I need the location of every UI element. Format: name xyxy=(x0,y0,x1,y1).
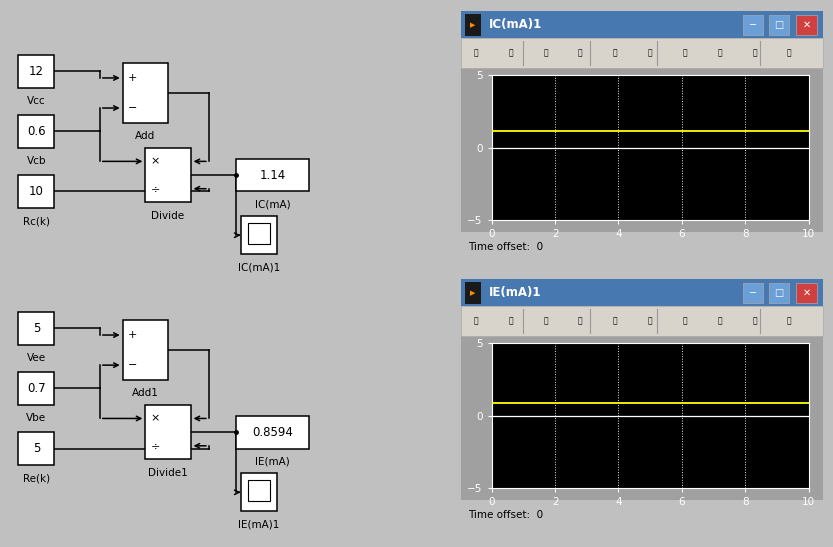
FancyBboxPatch shape xyxy=(241,473,277,511)
Text: ×: × xyxy=(151,156,160,166)
FancyBboxPatch shape xyxy=(461,336,823,500)
Text: −: − xyxy=(749,20,757,30)
Text: 📊: 📊 xyxy=(682,49,687,57)
FancyBboxPatch shape xyxy=(743,283,763,302)
FancyBboxPatch shape xyxy=(122,320,168,380)
Text: 🖥: 🖥 xyxy=(752,49,757,57)
Text: Rc(k): Rc(k) xyxy=(22,216,50,226)
Text: Add: Add xyxy=(135,131,156,141)
FancyBboxPatch shape xyxy=(461,306,823,336)
Text: ▶: ▶ xyxy=(471,22,476,28)
Text: 1.14: 1.14 xyxy=(259,168,286,182)
FancyBboxPatch shape xyxy=(743,15,763,34)
FancyBboxPatch shape xyxy=(18,372,54,405)
FancyBboxPatch shape xyxy=(236,159,309,191)
FancyBboxPatch shape xyxy=(18,432,54,465)
FancyBboxPatch shape xyxy=(796,15,817,34)
FancyBboxPatch shape xyxy=(461,280,823,530)
Text: Divide: Divide xyxy=(152,211,185,220)
FancyBboxPatch shape xyxy=(18,55,54,88)
Text: 🔍: 🔍 xyxy=(613,317,617,325)
Text: 12: 12 xyxy=(29,65,44,78)
Text: ✕: ✕ xyxy=(803,288,811,298)
FancyBboxPatch shape xyxy=(236,416,309,449)
Text: −: − xyxy=(749,288,757,298)
FancyBboxPatch shape xyxy=(241,216,277,254)
Text: 🖨: 🖨 xyxy=(473,49,478,57)
Text: ÷: ÷ xyxy=(151,184,160,194)
Text: 🔒: 🔒 xyxy=(787,49,791,57)
Text: ✕: ✕ xyxy=(803,20,811,30)
Text: □: □ xyxy=(775,20,784,30)
Text: 📋: 📋 xyxy=(508,49,513,57)
FancyBboxPatch shape xyxy=(18,312,54,345)
Text: Vbe: Vbe xyxy=(27,413,47,423)
FancyBboxPatch shape xyxy=(769,283,789,302)
Text: ▶: ▶ xyxy=(471,290,476,296)
Text: 📊: 📊 xyxy=(682,317,687,325)
Text: 🖥: 🖥 xyxy=(752,317,757,325)
Text: 🖨: 🖨 xyxy=(473,317,478,325)
Text: −: − xyxy=(128,103,137,113)
Text: Time offset:  0: Time offset: 0 xyxy=(468,242,543,252)
FancyBboxPatch shape xyxy=(145,405,191,459)
Text: IE(mA)1: IE(mA)1 xyxy=(238,520,279,529)
Text: Add1: Add1 xyxy=(132,388,159,398)
Text: Vcb: Vcb xyxy=(27,156,46,166)
Text: 0.7: 0.7 xyxy=(27,382,46,395)
FancyBboxPatch shape xyxy=(461,280,823,306)
Text: 🔍: 🔍 xyxy=(578,49,582,57)
Text: −: − xyxy=(128,360,137,370)
Text: IE(mA)1: IE(mA)1 xyxy=(489,286,541,299)
Text: 0.6: 0.6 xyxy=(27,125,46,138)
Text: ÷: ÷ xyxy=(151,441,160,451)
FancyBboxPatch shape xyxy=(18,175,54,208)
Text: 5: 5 xyxy=(32,322,40,335)
Text: □: □ xyxy=(775,288,784,298)
Text: 10: 10 xyxy=(29,185,44,198)
FancyBboxPatch shape xyxy=(461,11,823,262)
FancyBboxPatch shape xyxy=(461,11,823,38)
Text: IE(mA): IE(mA) xyxy=(255,457,290,467)
FancyBboxPatch shape xyxy=(122,63,168,123)
Text: 🔍: 🔍 xyxy=(578,317,582,325)
Text: 📋: 📋 xyxy=(508,317,513,325)
FancyBboxPatch shape xyxy=(465,282,481,304)
Text: 🔍: 🔍 xyxy=(613,49,617,57)
Text: 🔭: 🔭 xyxy=(648,49,652,57)
Text: 0.8594: 0.8594 xyxy=(252,426,293,439)
FancyBboxPatch shape xyxy=(461,68,823,232)
Text: 🔭: 🔭 xyxy=(648,317,652,325)
FancyBboxPatch shape xyxy=(465,14,481,36)
Text: IC(mA): IC(mA) xyxy=(255,200,290,210)
Text: IC(mA)1: IC(mA)1 xyxy=(237,263,280,272)
FancyBboxPatch shape xyxy=(247,223,270,244)
Text: Vcc: Vcc xyxy=(27,96,46,106)
Text: ×: × xyxy=(151,414,160,423)
Text: Divide1: Divide1 xyxy=(148,468,188,478)
FancyBboxPatch shape xyxy=(796,283,817,302)
Text: +: + xyxy=(128,73,137,83)
Text: +: + xyxy=(128,330,137,340)
Text: Vee: Vee xyxy=(27,353,46,363)
Text: Time offset:  0: Time offset: 0 xyxy=(468,510,543,520)
Text: 🔒: 🔒 xyxy=(787,317,791,325)
Text: IC(mA)1: IC(mA)1 xyxy=(489,18,542,31)
Text: Re(k): Re(k) xyxy=(22,473,50,483)
Text: 📊: 📊 xyxy=(717,317,722,325)
FancyBboxPatch shape xyxy=(769,15,789,34)
Text: 5: 5 xyxy=(32,442,40,455)
FancyBboxPatch shape xyxy=(18,115,54,148)
FancyBboxPatch shape xyxy=(461,38,823,68)
Text: 🔍: 🔍 xyxy=(543,317,548,325)
Text: 🔍: 🔍 xyxy=(543,49,548,57)
FancyBboxPatch shape xyxy=(247,480,270,501)
FancyBboxPatch shape xyxy=(145,148,191,202)
Text: 📊: 📊 xyxy=(717,49,722,57)
